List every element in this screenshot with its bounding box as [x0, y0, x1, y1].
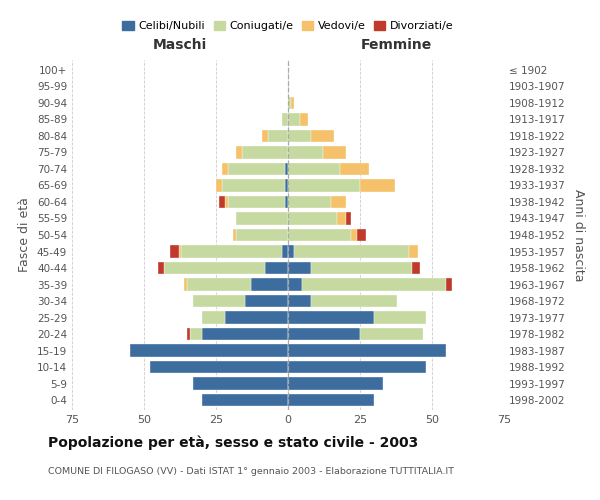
Bar [288, 113, 299, 126]
Bar [409, 246, 418, 258]
Bar [190, 328, 202, 340]
Bar [282, 113, 288, 126]
Bar [288, 312, 374, 324]
Bar [227, 196, 285, 208]
Bar [282, 246, 288, 258]
Bar [184, 278, 187, 290]
Bar [233, 229, 236, 241]
Bar [236, 229, 288, 241]
Bar [288, 278, 302, 290]
Bar [288, 196, 331, 208]
Bar [219, 196, 224, 208]
Bar [288, 96, 291, 109]
Bar [285, 163, 288, 175]
Bar [302, 278, 446, 290]
Bar [288, 262, 311, 274]
Y-axis label: Anni di nascita: Anni di nascita [572, 188, 585, 281]
Bar [288, 229, 352, 241]
Bar [360, 328, 424, 340]
Bar [268, 130, 288, 142]
Bar [337, 212, 346, 224]
Text: Maschi: Maschi [153, 38, 207, 52]
Bar [311, 130, 334, 142]
Bar [150, 361, 288, 374]
Bar [158, 262, 164, 274]
Legend: Celibi/Nubili, Coniugati/e, Vedovi/e, Divorziati/e: Celibi/Nubili, Coniugati/e, Vedovi/e, Di… [118, 16, 458, 36]
Bar [265, 262, 288, 274]
Bar [346, 212, 352, 224]
Bar [374, 312, 426, 324]
Bar [357, 229, 366, 241]
Bar [311, 295, 397, 307]
Bar [262, 130, 268, 142]
Bar [288, 130, 311, 142]
Bar [285, 196, 288, 208]
Text: Femmine: Femmine [361, 38, 431, 52]
Bar [288, 246, 294, 258]
Bar [288, 295, 311, 307]
Bar [288, 146, 323, 158]
Bar [187, 328, 190, 340]
Bar [193, 295, 245, 307]
Bar [236, 212, 288, 224]
Bar [202, 394, 288, 406]
Bar [288, 328, 360, 340]
Bar [181, 246, 282, 258]
Bar [187, 278, 251, 290]
Bar [288, 163, 340, 175]
Bar [311, 262, 412, 274]
Bar [412, 262, 421, 274]
Bar [285, 180, 288, 192]
Bar [299, 113, 308, 126]
Bar [288, 180, 360, 192]
Bar [291, 96, 294, 109]
Bar [360, 180, 395, 192]
Bar [236, 146, 242, 158]
Bar [288, 361, 426, 374]
Bar [288, 394, 374, 406]
Bar [130, 344, 288, 357]
Bar [179, 246, 181, 258]
Bar [222, 180, 285, 192]
Bar [288, 378, 383, 390]
Text: Popolazione per età, sesso e stato civile - 2003: Popolazione per età, sesso e stato civil… [48, 435, 418, 450]
Bar [164, 262, 265, 274]
Bar [222, 163, 227, 175]
Bar [294, 246, 409, 258]
Bar [323, 146, 346, 158]
Bar [202, 328, 288, 340]
Bar [288, 344, 446, 357]
Bar [245, 295, 288, 307]
Bar [331, 196, 346, 208]
Bar [193, 378, 288, 390]
Bar [446, 278, 452, 290]
Bar [224, 196, 227, 208]
Bar [216, 180, 222, 192]
Bar [251, 278, 288, 290]
Y-axis label: Fasce di età: Fasce di età [19, 198, 31, 272]
Bar [288, 212, 337, 224]
Bar [202, 312, 224, 324]
Bar [340, 163, 368, 175]
Bar [227, 163, 285, 175]
Bar [224, 312, 288, 324]
Bar [352, 229, 357, 241]
Bar [242, 146, 288, 158]
Bar [170, 246, 179, 258]
Text: COMUNE DI FILOGASO (VV) - Dati ISTAT 1° gennaio 2003 - Elaborazione TUTTITALIA.I: COMUNE DI FILOGASO (VV) - Dati ISTAT 1° … [48, 468, 454, 476]
